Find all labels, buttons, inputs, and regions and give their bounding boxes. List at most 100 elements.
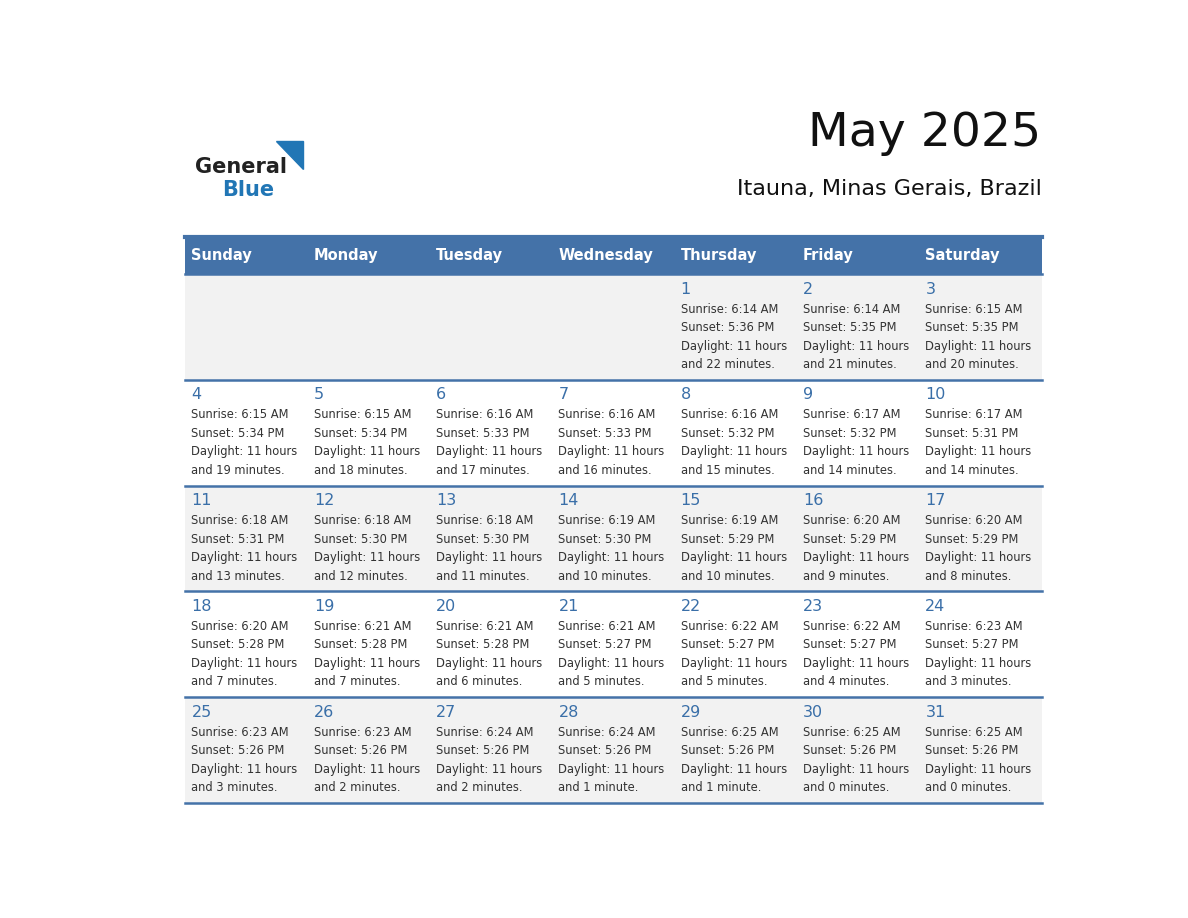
Text: Thursday: Thursday xyxy=(681,248,757,263)
Text: Sunset: 5:35 PM: Sunset: 5:35 PM xyxy=(925,321,1019,334)
Text: Daylight: 11 hours: Daylight: 11 hours xyxy=(191,445,298,458)
Text: 5: 5 xyxy=(314,387,324,402)
Text: Sunset: 5:26 PM: Sunset: 5:26 PM xyxy=(803,744,897,757)
Text: Sunrise: 6:25 AM: Sunrise: 6:25 AM xyxy=(925,726,1023,739)
Text: Sunrise: 6:18 AM: Sunrise: 6:18 AM xyxy=(436,514,533,527)
Text: Sunset: 5:30 PM: Sunset: 5:30 PM xyxy=(558,532,652,545)
Text: and 9 minutes.: and 9 minutes. xyxy=(803,570,890,583)
Text: Daylight: 11 hours: Daylight: 11 hours xyxy=(681,551,786,565)
Text: Sunrise: 6:15 AM: Sunrise: 6:15 AM xyxy=(314,409,411,421)
Text: and 4 minutes.: and 4 minutes. xyxy=(803,676,890,688)
Text: 4: 4 xyxy=(191,387,202,402)
Text: Sunrise: 6:21 AM: Sunrise: 6:21 AM xyxy=(314,620,411,633)
Text: Sunrise: 6:15 AM: Sunrise: 6:15 AM xyxy=(925,303,1023,316)
Text: Sunrise: 6:20 AM: Sunrise: 6:20 AM xyxy=(803,514,901,527)
Text: Sunset: 5:26 PM: Sunset: 5:26 PM xyxy=(191,744,285,757)
Text: Daylight: 11 hours: Daylight: 11 hours xyxy=(558,445,664,458)
Text: Sunset: 5:28 PM: Sunset: 5:28 PM xyxy=(436,638,530,652)
Text: 21: 21 xyxy=(558,599,579,614)
Text: and 11 minutes.: and 11 minutes. xyxy=(436,570,530,583)
Text: Sunrise: 6:18 AM: Sunrise: 6:18 AM xyxy=(314,514,411,527)
Text: Sunset: 5:26 PM: Sunset: 5:26 PM xyxy=(314,744,407,757)
Text: Sunrise: 6:17 AM: Sunrise: 6:17 AM xyxy=(925,409,1023,421)
Text: Sunday: Sunday xyxy=(191,248,252,263)
Text: and 8 minutes.: and 8 minutes. xyxy=(925,570,1012,583)
Text: Daylight: 11 hours: Daylight: 11 hours xyxy=(558,551,664,565)
Text: 17: 17 xyxy=(925,493,946,508)
Bar xyxy=(552,238,675,274)
Text: 23: 23 xyxy=(803,599,823,614)
Text: Daylight: 11 hours: Daylight: 11 hours xyxy=(314,657,421,670)
Text: Sunrise: 6:23 AM: Sunrise: 6:23 AM xyxy=(925,620,1023,633)
Text: and 7 minutes.: and 7 minutes. xyxy=(191,676,278,688)
Text: Daylight: 11 hours: Daylight: 11 hours xyxy=(925,340,1031,353)
Text: 30: 30 xyxy=(803,704,823,720)
Text: Sunrise: 6:20 AM: Sunrise: 6:20 AM xyxy=(191,620,289,633)
Text: Sunset: 5:27 PM: Sunset: 5:27 PM xyxy=(681,638,775,652)
Text: and 5 minutes.: and 5 minutes. xyxy=(558,676,645,688)
Text: and 3 minutes.: and 3 minutes. xyxy=(191,781,278,794)
Text: 1: 1 xyxy=(681,282,691,297)
Text: Sunrise: 6:16 AM: Sunrise: 6:16 AM xyxy=(436,409,533,421)
Text: Tuesday: Tuesday xyxy=(436,248,503,263)
Text: 3: 3 xyxy=(925,282,935,297)
Text: Sunset: 5:34 PM: Sunset: 5:34 PM xyxy=(314,427,407,440)
Text: 14: 14 xyxy=(558,493,579,508)
Text: Daylight: 11 hours: Daylight: 11 hours xyxy=(191,551,298,565)
Text: Daylight: 11 hours: Daylight: 11 hours xyxy=(436,551,543,565)
Text: Daylight: 11 hours: Daylight: 11 hours xyxy=(803,657,909,670)
Text: Daylight: 11 hours: Daylight: 11 hours xyxy=(314,763,421,776)
Text: Sunset: 5:29 PM: Sunset: 5:29 PM xyxy=(925,532,1019,545)
Text: and 3 minutes.: and 3 minutes. xyxy=(925,676,1012,688)
Text: Sunset: 5:33 PM: Sunset: 5:33 PM xyxy=(558,427,652,440)
Text: Sunset: 5:28 PM: Sunset: 5:28 PM xyxy=(314,638,407,652)
Text: Sunrise: 6:16 AM: Sunrise: 6:16 AM xyxy=(558,409,656,421)
Bar xyxy=(185,697,1042,803)
Text: Daylight: 11 hours: Daylight: 11 hours xyxy=(803,551,909,565)
Text: Sunrise: 6:22 AM: Sunrise: 6:22 AM xyxy=(681,620,778,633)
Text: 9: 9 xyxy=(803,387,813,402)
Text: Sunrise: 6:24 AM: Sunrise: 6:24 AM xyxy=(436,726,533,739)
Text: Daylight: 11 hours: Daylight: 11 hours xyxy=(191,763,298,776)
Text: Sunrise: 6:16 AM: Sunrise: 6:16 AM xyxy=(681,409,778,421)
Text: Daylight: 11 hours: Daylight: 11 hours xyxy=(314,551,421,565)
Text: Sunset: 5:36 PM: Sunset: 5:36 PM xyxy=(681,321,775,334)
Bar xyxy=(185,486,1042,591)
Text: General: General xyxy=(195,157,286,177)
Text: Daylight: 11 hours: Daylight: 11 hours xyxy=(558,657,664,670)
Text: Saturday: Saturday xyxy=(925,248,1000,263)
Text: Sunrise: 6:14 AM: Sunrise: 6:14 AM xyxy=(803,303,901,316)
Polygon shape xyxy=(276,140,303,169)
Text: and 16 minutes.: and 16 minutes. xyxy=(558,464,652,477)
Text: Sunset: 5:29 PM: Sunset: 5:29 PM xyxy=(681,532,775,545)
Text: Daylight: 11 hours: Daylight: 11 hours xyxy=(314,445,421,458)
Text: Sunrise: 6:18 AM: Sunrise: 6:18 AM xyxy=(191,514,289,527)
Text: Sunset: 5:34 PM: Sunset: 5:34 PM xyxy=(191,427,285,440)
Text: 13: 13 xyxy=(436,493,456,508)
Text: Sunset: 5:26 PM: Sunset: 5:26 PM xyxy=(681,744,775,757)
Text: 27: 27 xyxy=(436,704,456,720)
Text: and 14 minutes.: and 14 minutes. xyxy=(925,464,1019,477)
Text: Sunrise: 6:23 AM: Sunrise: 6:23 AM xyxy=(314,726,411,739)
Text: 24: 24 xyxy=(925,599,946,614)
Text: Sunset: 5:26 PM: Sunset: 5:26 PM xyxy=(436,744,530,757)
Text: and 2 minutes.: and 2 minutes. xyxy=(314,781,400,794)
Text: Itauna, Minas Gerais, Brazil: Itauna, Minas Gerais, Brazil xyxy=(737,178,1042,198)
Bar xyxy=(430,238,552,274)
Text: and 10 minutes.: and 10 minutes. xyxy=(558,570,652,583)
Text: 10: 10 xyxy=(925,387,946,402)
Text: and 6 minutes.: and 6 minutes. xyxy=(436,676,523,688)
Text: and 7 minutes.: and 7 minutes. xyxy=(314,676,400,688)
Text: Daylight: 11 hours: Daylight: 11 hours xyxy=(558,763,664,776)
Text: Sunset: 5:27 PM: Sunset: 5:27 PM xyxy=(803,638,897,652)
Text: Sunset: 5:30 PM: Sunset: 5:30 PM xyxy=(314,532,407,545)
Text: and 10 minutes.: and 10 minutes. xyxy=(681,570,775,583)
Text: and 18 minutes.: and 18 minutes. xyxy=(314,464,407,477)
Text: 8: 8 xyxy=(681,387,691,402)
Text: and 19 minutes.: and 19 minutes. xyxy=(191,464,285,477)
Text: 31: 31 xyxy=(925,704,946,720)
Text: and 0 minutes.: and 0 minutes. xyxy=(803,781,890,794)
Text: and 15 minutes.: and 15 minutes. xyxy=(681,464,775,477)
Text: Sunrise: 6:15 AM: Sunrise: 6:15 AM xyxy=(191,409,289,421)
Text: Daylight: 11 hours: Daylight: 11 hours xyxy=(925,551,1031,565)
